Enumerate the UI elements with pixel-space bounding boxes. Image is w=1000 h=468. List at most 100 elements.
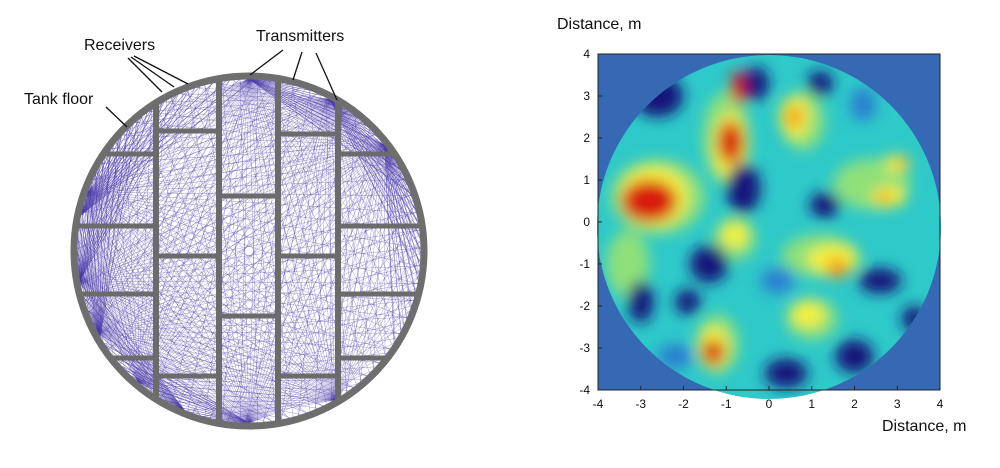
ray-path: [80, 85, 201, 216]
intensity-region: [702, 339, 725, 365]
ray-path: [213, 82, 385, 146]
ray-path: [248, 156, 393, 424]
ray-path: [248, 78, 298, 87]
y-tick-label: 2: [583, 131, 590, 145]
ray-path: [209, 144, 385, 419]
ray-path: [79, 265, 421, 282]
ray-path: [248, 78, 394, 158]
ray-path: [231, 79, 385, 146]
ray-path: [97, 316, 408, 332]
ray-path: [97, 211, 417, 332]
ray-path: [137, 120, 139, 383]
ray-path: [239, 79, 336, 401]
ray-path: [78, 276, 336, 401]
ray-path: [97, 265, 421, 332]
receivers-leader-1: [127, 57, 163, 93]
ray-path: [99, 139, 119, 338]
ray-path: [79, 280, 418, 284]
y-tick-label: 3: [583, 89, 590, 103]
tank-floor-leader: [105, 106, 128, 128]
ray-path: [148, 111, 385, 146]
ray-path: [124, 132, 139, 383]
ray-path: [80, 78, 241, 216]
intensity-region: [835, 339, 874, 374]
ray-path: [79, 280, 414, 301]
ray-path: [138, 86, 201, 383]
ray-path: [174, 405, 250, 424]
ray-path: [204, 84, 250, 424]
ray-path: [138, 99, 168, 383]
ray-path: [97, 194, 412, 332]
y-tick-label: 0: [583, 215, 590, 229]
ray-path: [87, 310, 336, 401]
ray-path: [87, 192, 126, 371]
ray-path: [138, 103, 338, 383]
intensity-region: [876, 191, 893, 202]
y-tick-label: -3: [579, 341, 590, 355]
ray-path: [96, 162, 397, 332]
ray-path: [87, 192, 236, 423]
ray-path: [87, 191, 400, 335]
intensity-region: [722, 222, 748, 248]
x-tick-label: 2: [851, 397, 858, 411]
ray-path: [138, 113, 353, 383]
ray-path: [77, 240, 336, 401]
ray-path: [79, 222, 336, 401]
ray-path: [79, 280, 290, 419]
intensity-region: [809, 192, 840, 218]
ray-path: [138, 382, 336, 401]
ray-path: [87, 191, 417, 214]
ray-path: [384, 145, 419, 281]
ray-path: [80, 126, 131, 216]
ray-path: [384, 145, 407, 320]
ray-path: [97, 331, 368, 376]
ray-path: [334, 309, 411, 401]
ray-path: [81, 210, 101, 338]
ray-path: [96, 82, 284, 332]
ray-path: [329, 98, 408, 185]
ray-path: [334, 239, 421, 401]
ray-path: [79, 79, 266, 282]
ray-path: [170, 97, 336, 401]
intensity-region: [895, 159, 908, 168]
transmitters-leader-1: [249, 49, 284, 76]
intensity-region: [807, 70, 834, 96]
x-tick-label: 0: [766, 397, 773, 411]
tank-floor-rim: [70, 72, 428, 430]
ray-path: [192, 144, 385, 414]
ray-path: [127, 129, 336, 401]
ray-path: [153, 393, 336, 401]
ray-path: [257, 79, 336, 401]
intensity-region: [760, 268, 795, 294]
ray-path: [80, 168, 99, 216]
ray-path: [94, 327, 336, 401]
ray-path: [79, 145, 114, 281]
ray-path: [79, 280, 324, 407]
ray-path: [79, 82, 213, 282]
ray-path: [80, 117, 142, 216]
ray-path: [79, 94, 177, 282]
ray-path: [96, 78, 248, 332]
ray-path: [248, 78, 324, 97]
x-tick-label: -4: [593, 397, 604, 411]
y-tick-label: 1: [583, 173, 590, 187]
ray-path: [97, 331, 401, 334]
y-tick-label: -1: [579, 257, 590, 271]
ray-path: [102, 160, 139, 383]
ray-path: [85, 197, 101, 338]
ray-path: [112, 355, 250, 424]
ray-path: [209, 99, 330, 419]
ray-path: [384, 145, 386, 357]
ray-path: [92, 322, 185, 411]
ray-path: [99, 149, 111, 338]
tank-floor-label: Tank floor: [24, 91, 94, 108]
ray-path: [200, 415, 250, 424]
ray-path: [140, 117, 336, 401]
ray-path: [79, 218, 81, 281]
ray-path: [79, 108, 154, 282]
y-tick-label: -2: [579, 299, 590, 313]
ray-path: [80, 82, 214, 216]
ray-path: [141, 385, 185, 411]
intensity-region: [790, 301, 825, 327]
